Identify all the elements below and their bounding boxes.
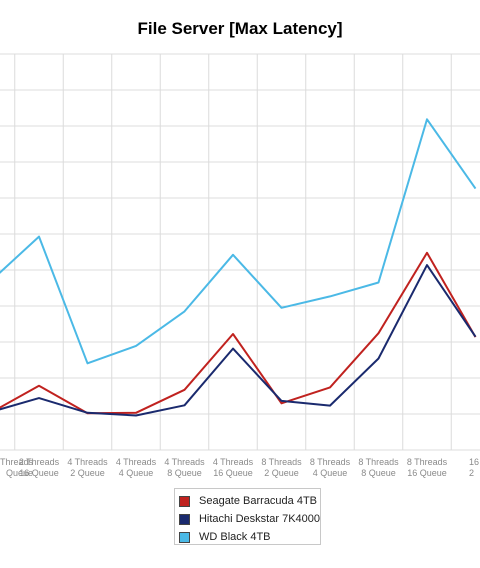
legend-swatch	[179, 513, 190, 525]
chart-series-lines	[0, 118, 477, 417]
legend-label: Seagate Barracuda 4TB	[199, 495, 318, 507]
x-tick-label: 162	[469, 457, 479, 478]
x-tick-threads: 2 Threads	[19, 457, 60, 467]
x-tick-queue: 16 Queue	[213, 468, 253, 478]
x-tick-threads: 4 Threads	[164, 457, 205, 467]
chart-legend: Seagate Barracuda 4TB Hitachi Deskstar 7K…	[174, 488, 321, 545]
legend-item: WD Black 4TB	[179, 528, 320, 546]
x-tick-queue: 2 Queue	[70, 468, 105, 478]
chart-title: File Server [Max Latency]	[137, 19, 343, 38]
x-tick-threads: 8 Threads	[358, 457, 399, 467]
x-tick-queue: 4 Queue	[313, 468, 348, 478]
x-tick-threads: 8 Threads	[407, 457, 448, 467]
x-tick-threads: 4 Threads	[116, 457, 157, 467]
x-tick-threads: 16	[469, 457, 479, 467]
x-tick-queue: 4 Queue	[119, 468, 154, 478]
x-tick-threads: Threads	[0, 457, 33, 467]
x-tick-threads: 8 Threads	[310, 457, 351, 467]
series-line-hitachi-deskstar-7k4000	[0, 264, 477, 417]
series-line-wd-black-4tb	[0, 118, 477, 365]
chart-grid	[0, 53, 480, 451]
legend-swatch	[179, 495, 190, 507]
x-tick-queue: 8 Queue	[361, 468, 396, 478]
x-tick-queue: 2	[469, 468, 474, 478]
x-tick-queue: 16 Queue	[19, 468, 59, 478]
x-tick-threads: 4 Threads	[67, 457, 108, 467]
x-tick-queue: 2 Queue	[264, 468, 299, 478]
x-tick-queue: Queue	[6, 468, 33, 478]
x-tick-threads: 8 Threads	[261, 457, 302, 467]
x-tick-threads: 4 Threads	[213, 457, 254, 467]
legend-swatch	[179, 531, 190, 543]
legend-label: Hitachi Deskstar 7K4000	[198, 513, 320, 525]
legend-item: Hitachi Deskstar 7K4000	[179, 510, 320, 528]
legend-label: WD Black 4TB	[199, 531, 271, 543]
series-line-seagate-barracuda-4tb	[0, 251, 477, 415]
x-tick-queue: 8 Queue	[167, 468, 202, 478]
x-tick-queue: 16 Queue	[407, 468, 447, 478]
legend-item: Seagate Barracuda 4TB	[179, 492, 320, 510]
